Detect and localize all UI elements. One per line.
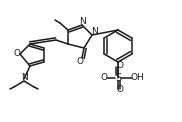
Text: O: O <box>100 73 108 82</box>
Text: O: O <box>116 61 124 71</box>
Text: OH: OH <box>130 73 144 82</box>
Text: O: O <box>116 86 124 95</box>
Text: N: N <box>80 17 86 26</box>
Text: S: S <box>115 73 121 83</box>
Text: N: N <box>92 27 98 36</box>
Text: O: O <box>13 49 21 57</box>
Text: O: O <box>76 56 84 66</box>
Text: N: N <box>21 73 27 82</box>
